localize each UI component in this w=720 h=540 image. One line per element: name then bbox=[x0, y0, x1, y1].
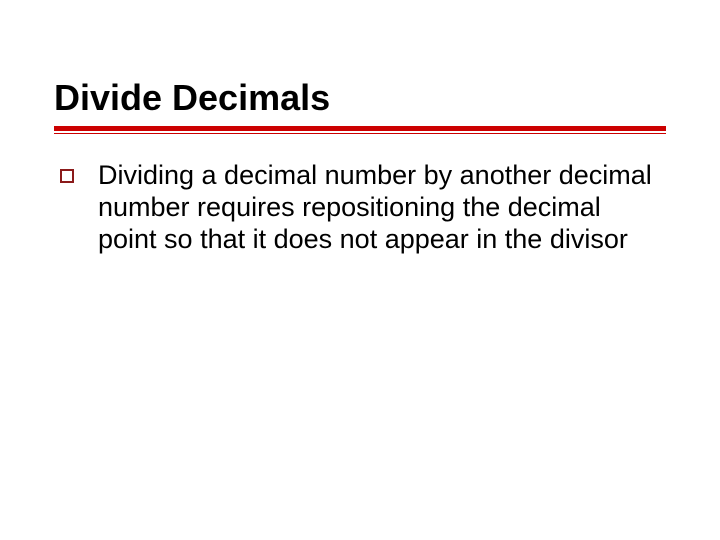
body-block: Dividing a decimal number by another dec… bbox=[60, 160, 660, 256]
bullet-item: Dividing a decimal number by another dec… bbox=[60, 160, 660, 256]
title-underline-thick bbox=[54, 126, 666, 131]
square-bullet-icon bbox=[60, 169, 74, 183]
slide-title: Divide Decimals bbox=[54, 78, 666, 118]
title-underline-thin bbox=[54, 133, 666, 134]
bullet-text: Dividing a decimal number by another dec… bbox=[98, 160, 660, 256]
slide: Divide Decimals Dividing a decimal numbe… bbox=[0, 0, 720, 540]
title-block: Divide Decimals bbox=[54, 78, 666, 134]
